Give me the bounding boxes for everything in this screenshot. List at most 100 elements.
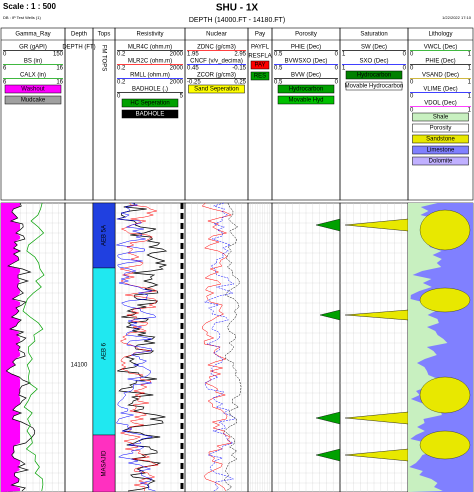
zdnc-curve — [201, 202, 233, 492]
curve-min: 0 — [410, 94, 414, 100]
legend-label: Movable Hydrocarbon — [345, 84, 404, 90]
sand-fill — [419, 430, 471, 460]
mlr4c-curve — [117, 202, 168, 492]
legend-label: Shale — [433, 115, 449, 121]
track-title: Porosity — [295, 32, 317, 38]
curve-min: 0.2 — [117, 66, 126, 72]
sand-fill — [419, 209, 471, 251]
hc-fill — [319, 309, 341, 321]
curve-max: 1 — [468, 94, 472, 100]
title: SHU - 1X — [216, 3, 259, 14]
curve-name: BVWSXO (Dec) — [285, 59, 328, 65]
curve-min: 0.5 — [274, 66, 283, 72]
legend-swatch — [412, 145, 469, 155]
shale-fill — [408, 203, 448, 492]
washout-fill — [1, 203, 20, 492]
curve-min: 1 — [342, 52, 346, 58]
curve-min: 0.5 — [274, 52, 283, 58]
curve-name: PHIE (Dec) — [425, 59, 455, 65]
legend-label: Washout — [21, 87, 45, 93]
legend-label: Limestone — [427, 148, 455, 154]
track-title: Gamma_Ray — [15, 32, 50, 38]
curve-max: 1 — [468, 108, 472, 114]
curve-max: 1 — [468, 80, 472, 86]
legend-swatch — [188, 84, 245, 94]
curve-min: 0.2 — [117, 80, 126, 86]
legend-swatch — [412, 123, 469, 133]
curve-max: 5 — [180, 94, 184, 100]
legend-label: BADHOLE — [136, 112, 165, 118]
legend-swatch — [4, 84, 62, 94]
sand-fill — [419, 287, 471, 313]
track-title: Saturation — [360, 32, 387, 38]
curve-min: 0 — [3, 52, 7, 58]
legend-label: Mudcake — [21, 98, 46, 104]
curve-name: VWCL (Dec) — [424, 45, 457, 51]
calx-curve — [22, 202, 45, 492]
curve-max: 2000 — [170, 80, 184, 86]
curve-name: PHIE (Dec) — [291, 45, 321, 51]
curve-min: 0 — [410, 52, 414, 58]
hc-fill — [315, 218, 341, 232]
track-header — [407, 27, 474, 201]
curve-name: SW (Dec) — [361, 45, 387, 51]
legend-swatch — [121, 109, 179, 119]
curve-name: SXO (Dec) — [359, 59, 388, 65]
date: 1/22/2022 17:10 — [442, 15, 472, 20]
legend-label: PAY — [254, 63, 265, 69]
legend-swatch — [121, 98, 179, 108]
curve-name: VLIME (Dec) — [423, 87, 457, 93]
curve-min: 1 — [342, 66, 346, 72]
mlr2c-curve — [119, 202, 159, 492]
curve-name: ZDNC (g/cm3) — [197, 45, 236, 51]
curve-max: 0 — [335, 52, 339, 58]
legend-swatch — [412, 134, 469, 144]
curve-max: 2.95 — [234, 52, 246, 58]
curve-name: RESFLA — [248, 54, 271, 60]
curve-name: PAYFL — [251, 45, 270, 51]
curve-name: RMLL (ohm.m) — [130, 73, 170, 79]
rmll-curve — [115, 202, 157, 492]
track-title: Pay — [255, 32, 265, 38]
curve-min: 0.45 — [187, 66, 199, 72]
legend-swatch — [412, 156, 469, 166]
legend-label: Hydrocarbon — [357, 73, 391, 79]
curve-min: 0 — [117, 94, 121, 100]
top-name: AEB 5A — [102, 225, 108, 246]
track-title: Depth — [71, 32, 87, 38]
legend-label: HC Seperation — [130, 101, 169, 107]
track-title: Lithology — [428, 32, 452, 38]
curve-max: 150 — [53, 52, 64, 58]
curve-name: CALX (in) — [20, 73, 46, 79]
legend-swatch — [250, 71, 270, 81]
curve-max: 2000 — [170, 52, 184, 58]
legend-label: Sandstone — [426, 137, 455, 143]
curve-min: 0.2 — [117, 52, 126, 58]
legend-label: Hydrocarbon — [289, 87, 323, 93]
curve-min: 0 — [410, 108, 414, 114]
db: DB : IP Test Wells (1) — [3, 15, 41, 20]
legend-swatch — [4, 95, 62, 105]
top-zone — [92, 434, 116, 492]
curve-max: -0.15 — [232, 66, 246, 72]
curve-max: 0 — [403, 66, 407, 72]
gr-curve — [5, 202, 36, 492]
legend-label: Sand Seperation — [194, 87, 239, 93]
legend-swatch — [277, 84, 335, 94]
top-name: MASAJID — [102, 450, 108, 477]
curve-name: MLR4C (ohm.m) — [128, 45, 172, 51]
curve-name: CNCF (v/v_decima) — [190, 59, 243, 65]
track-title: Tops — [98, 32, 111, 38]
vertical-label: FM TOPS — [100, 45, 106, 71]
curve-max: 1 — [468, 66, 472, 72]
curve-max: 0.25 — [234, 80, 246, 86]
curve-max: 0 — [335, 80, 339, 86]
depth-label: 14100 — [71, 363, 88, 369]
curve-max: 0 — [403, 52, 407, 58]
curve-max: 1 — [468, 52, 472, 58]
curve-max: 16 — [56, 66, 63, 72]
curve-name: ZCOR (g/cm3) — [197, 73, 236, 79]
curve-name: BADHOLE (.) — [132, 87, 168, 93]
legend-swatch — [412, 112, 469, 122]
